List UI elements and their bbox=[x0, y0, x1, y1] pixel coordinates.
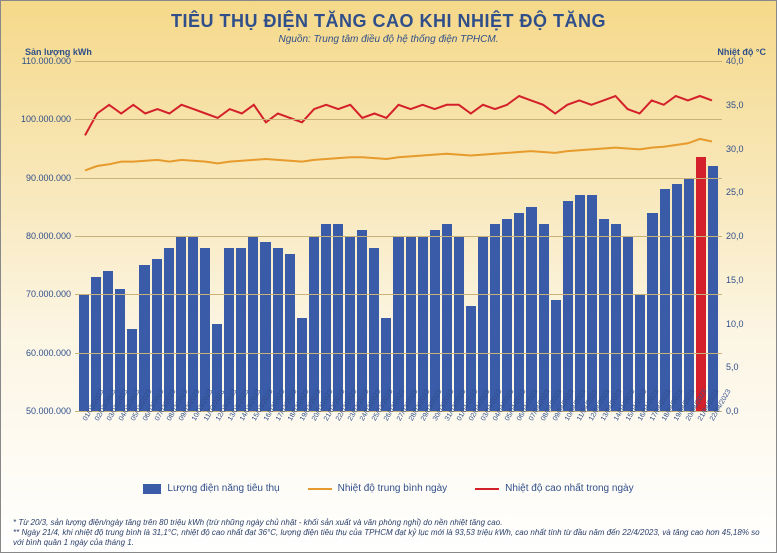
grid-line bbox=[75, 61, 722, 62]
legend-label-bars: Lượng điện năng tiêu thụ bbox=[167, 483, 279, 494]
y2-tick: 35,0 bbox=[726, 100, 744, 110]
y1-tick: 50.000.000 bbox=[26, 406, 71, 416]
y1-tick: 80.000.000 bbox=[26, 231, 71, 241]
y1-tick: 90.000.000 bbox=[26, 173, 71, 183]
y2-tick: 0,0 bbox=[726, 406, 739, 416]
legend-item-bars: Lượng điện năng tiêu thụ bbox=[143, 483, 279, 494]
y1-tick: 100.000.000 bbox=[21, 114, 71, 124]
y1-tick: 60.000.000 bbox=[26, 348, 71, 358]
legend-label-avg: Nhiệt độ trung bình ngày bbox=[338, 483, 448, 494]
legend-label-max: Nhiệt độ cao nhất trong ngày bbox=[505, 483, 633, 494]
y2-tick: 5,0 bbox=[726, 362, 739, 372]
line-temp-avg bbox=[85, 139, 712, 171]
y2-tick: 30,0 bbox=[726, 144, 744, 154]
legend-item-avg: Nhiệt độ trung bình ngày bbox=[308, 483, 448, 494]
legend: Lượng điện năng tiêu thụ Nhiệt độ trung … bbox=[1, 483, 776, 494]
legend-item-max: Nhiệt độ cao nhất trong ngày bbox=[475, 483, 633, 494]
legend-swatch-avg bbox=[308, 488, 332, 490]
footnote-1: * Từ 20/3, sản lượng điện/ngày tăng trên… bbox=[13, 518, 764, 528]
grid-line bbox=[75, 119, 722, 120]
y2-tick: 25,0 bbox=[726, 187, 744, 197]
chart-title: TIÊU THỤ ĐIỆN TĂNG CAO KHI NHIỆT ĐỘ TĂNG bbox=[13, 11, 764, 32]
y2-tick: 10,0 bbox=[726, 319, 744, 329]
grid-line bbox=[75, 353, 722, 354]
y2-tick: 15,0 bbox=[726, 275, 744, 285]
chart-container: TIÊU THỤ ĐIỆN TĂNG CAO KHI NHIỆT ĐỘ TĂNG… bbox=[0, 0, 777, 553]
footnote-2: ** Ngày 21/4, khi nhiệt độ trung bình là… bbox=[13, 528, 764, 548]
grid-line bbox=[75, 178, 722, 179]
plot-area: 50.000.00060.000.00070.000.00080.000.000… bbox=[75, 61, 722, 411]
y1-tick: 70.000.000 bbox=[26, 289, 71, 299]
legend-swatch-max bbox=[475, 488, 499, 490]
grid-line bbox=[75, 236, 722, 237]
line-temp-max bbox=[85, 96, 712, 135]
y2-tick: 40,0 bbox=[726, 56, 744, 66]
x-axis-labels: 01/03/202302/03/202303/03/202304/03/2023… bbox=[75, 413, 722, 483]
grid-line bbox=[75, 294, 722, 295]
legend-swatch-bars bbox=[143, 484, 161, 494]
y2-tick: 20,0 bbox=[726, 231, 744, 241]
chart-subtitle: Nguồn: Trung tâm điều độ hệ thống điện T… bbox=[13, 34, 764, 45]
y1-tick: 110.000.000 bbox=[22, 56, 71, 66]
footnotes: * Từ 20/3, sản lượng điện/ngày tăng trên… bbox=[13, 518, 764, 548]
